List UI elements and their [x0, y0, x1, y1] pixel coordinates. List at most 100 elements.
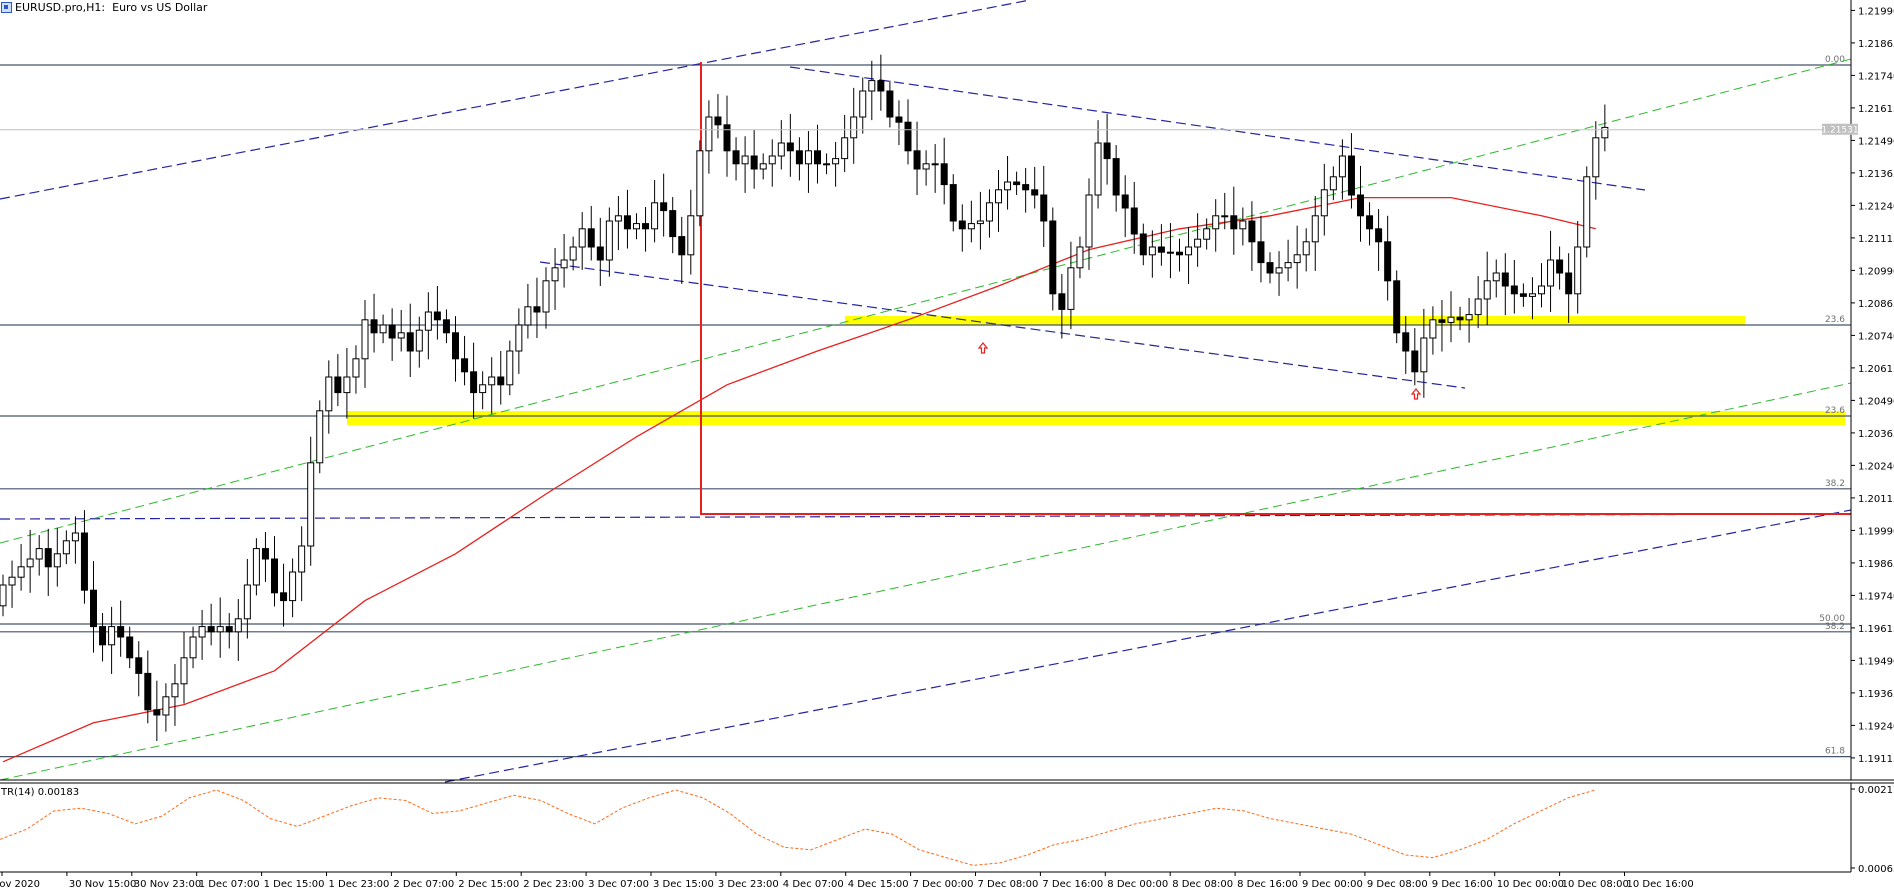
candle[interactable]: [1592, 137, 1600, 178]
candle[interactable]: [8, 576, 16, 586]
candle[interactable]: [515, 324, 523, 352]
candle[interactable]: [80, 532, 88, 591]
candle[interactable]: [1185, 246, 1193, 256]
candle[interactable]: [153, 709, 161, 716]
candle[interactable]: [1266, 262, 1274, 274]
price-axis[interactable]: 1.21990 1.21865 1.21740 1.21615 1.21490 1.213…: [1851, 6, 1894, 765]
candle[interactable]: [1420, 337, 1428, 373]
channel-lower-line[interactable]: [539, 261, 1466, 389]
candle[interactable]: [533, 306, 541, 313]
atr-indicator-line[interactable]: [0, 789, 1596, 866]
trendline-upper[interactable]: [0, 58, 1852, 544]
candle[interactable]: [497, 376, 505, 386]
candle[interactable]: [904, 121, 912, 152]
candle[interactable]: [1121, 194, 1129, 209]
candle[interactable]: [1384, 241, 1392, 282]
candle[interactable]: [26, 558, 34, 568]
candle[interactable]: [832, 158, 840, 165]
candle[interactable]: [877, 80, 885, 92]
candle[interactable]: [261, 548, 269, 560]
candle[interactable]: [705, 116, 713, 152]
candle[interactable]: [1130, 207, 1138, 235]
candle[interactable]: [225, 626, 233, 633]
candle[interactable]: [1329, 176, 1337, 191]
candle[interactable]: [741, 155, 749, 165]
candle[interactable]: [171, 683, 179, 698]
candle[interactable]: [1456, 316, 1464, 321]
candle[interactable]: [823, 163, 831, 166]
candle[interactable]: [126, 636, 134, 659]
channel-resistance-line[interactable]: [789, 66, 1646, 191]
candle[interactable]: [1203, 228, 1211, 240]
candle[interactable]: [714, 116, 722, 126]
candle[interactable]: [189, 636, 197, 659]
candle[interactable]: [352, 358, 360, 378]
candlestick-series[interactable]: [0, 54, 1609, 741]
candle[interactable]: [216, 626, 224, 633]
arrow-markers[interactable]: [977, 342, 1422, 400]
candle[interactable]: [117, 626, 125, 638]
candle[interactable]: [759, 163, 767, 170]
candle[interactable]: [804, 150, 812, 165]
candle[interactable]: [1275, 267, 1283, 274]
candle[interactable]: [1447, 316, 1455, 323]
candle[interactable]: [1565, 272, 1573, 295]
candle[interactable]: [1320, 189, 1328, 217]
candle[interactable]: [1284, 262, 1292, 269]
candle[interactable]: [1483, 280, 1491, 300]
candle[interactable]: [1528, 293, 1536, 297]
candle[interactable]: [108, 626, 116, 646]
candle[interactable]: [198, 626, 206, 638]
candle[interactable]: [687, 215, 695, 256]
candle[interactable]: [90, 589, 97, 628]
candle[interactable]: [1094, 142, 1102, 196]
candle[interactable]: [271, 558, 278, 594]
candle[interactable]: [886, 90, 894, 118]
candle[interactable]: [452, 332, 459, 360]
candle[interactable]: [1583, 176, 1591, 248]
candle[interactable]: [280, 592, 288, 602]
candle[interactable]: [633, 223, 640, 230]
candle[interactable]: [488, 376, 496, 386]
candle[interactable]: [1519, 293, 1527, 297]
candle[interactable]: [841, 137, 849, 160]
candle[interactable]: [17, 566, 25, 578]
candle[interactable]: [1375, 228, 1383, 243]
candle[interactable]: [1004, 181, 1012, 191]
candle[interactable]: [958, 220, 966, 230]
candle[interactable]: [976, 220, 984, 225]
candle[interactable]: [99, 626, 107, 646]
up-arrow-icon[interactable]: [977, 342, 989, 354]
candle[interactable]: [732, 150, 740, 165]
candle[interactable]: [1194, 238, 1202, 248]
candle[interactable]: [1257, 241, 1265, 264]
candle[interactable]: [207, 626, 215, 633]
candle[interactable]: [1239, 220, 1247, 230]
candle[interactable]: [859, 90, 867, 118]
candle[interactable]: [325, 376, 333, 412]
candle[interactable]: [243, 584, 251, 620]
candle[interactable]: [560, 259, 568, 269]
candle[interactable]: [35, 548, 43, 560]
candle[interactable]: [1212, 215, 1220, 230]
candle[interactable]: [1085, 194, 1093, 248]
candle[interactable]: [1293, 254, 1301, 264]
candle[interactable]: [1402, 332, 1410, 352]
candle[interactable]: [370, 319, 378, 334]
candle[interactable]: [696, 150, 704, 217]
candle[interactable]: [1013, 181, 1021, 186]
candle[interactable]: [850, 116, 858, 139]
candle[interactable]: [1429, 319, 1437, 339]
candle[interactable]: [1221, 215, 1229, 218]
candle[interactable]: [660, 202, 668, 212]
candle[interactable]: [1347, 155, 1355, 196]
candle[interactable]: [1556, 259, 1564, 274]
candle[interactable]: [388, 324, 396, 339]
candle[interactable]: [1031, 189, 1039, 196]
candle[interactable]: [397, 332, 405, 339]
candle[interactable]: [1076, 246, 1084, 269]
candle[interactable]: [334, 376, 342, 394]
candle[interactable]: [1547, 259, 1555, 287]
support-zone-upper[interactable]: [845, 316, 1745, 325]
candle[interactable]: [424, 311, 432, 331]
